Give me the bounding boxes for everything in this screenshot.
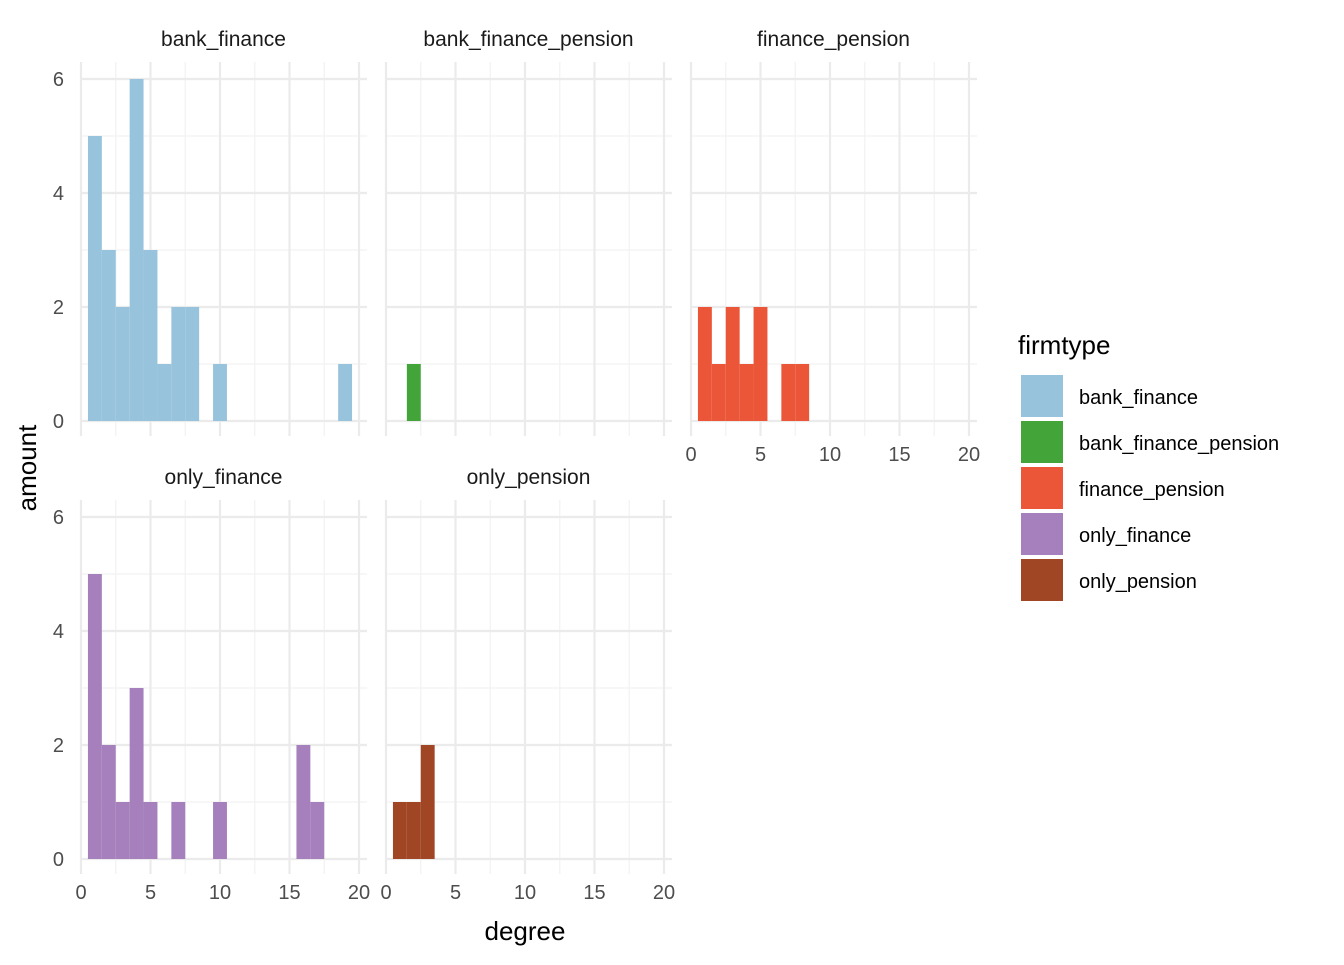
- x-tick-label: 20: [958, 444, 980, 466]
- facet-strip-title: bank_finance_pension: [423, 28, 633, 51]
- histogram-bar: [143, 250, 158, 421]
- histogram-bar: [392, 802, 407, 859]
- x-tick-label: 15: [888, 444, 910, 466]
- histogram-bar: [725, 307, 740, 421]
- facet-panel-bank_finance_pension: bank_finance_pension: [384, 28, 672, 436]
- x-tick-label: 15: [278, 882, 300, 904]
- histogram-bar: [171, 802, 186, 859]
- x-axis-title: degree: [485, 916, 566, 946]
- facet-strip-title: bank_finance: [161, 28, 286, 51]
- histogram-bar: [781, 364, 796, 421]
- x-tick-label: 20: [348, 882, 370, 904]
- facet-strip-title: finance_pension: [757, 28, 910, 51]
- legend-swatch: [1021, 421, 1063, 463]
- x-tick-label: 20: [653, 882, 675, 904]
- histogram-bar: [213, 802, 227, 859]
- legend-swatch: [1021, 467, 1063, 509]
- x-tick-label: 10: [514, 882, 536, 904]
- x-tick-label: 5: [145, 882, 156, 904]
- x-tick-label: 10: [209, 882, 231, 904]
- x-tick-label: 15: [583, 882, 605, 904]
- histogram-bar: [338, 364, 353, 421]
- facet-strip-title: only_finance: [165, 466, 283, 489]
- y-tick-label: 6: [53, 507, 64, 529]
- y-tick-label: 0: [53, 849, 64, 871]
- legend-label: only_finance: [1079, 525, 1191, 547]
- histogram-bar: [115, 802, 130, 859]
- x-tick-label: 0: [685, 444, 696, 466]
- legend-label: only_pension: [1079, 571, 1197, 593]
- legend-swatch: [1021, 375, 1063, 417]
- facet-panel-bank_finance: bank_finance 0 2 4 6: [53, 28, 367, 436]
- histogram-bar: [87, 136, 102, 421]
- x-tick-label: 5: [450, 882, 461, 904]
- histogram-bar: [406, 802, 421, 859]
- facet-strip-title: only_pension: [467, 466, 591, 489]
- histogram-bar: [711, 364, 726, 421]
- histogram-bar: [296, 745, 311, 859]
- histogram-bar: [185, 307, 200, 421]
- legend-label: bank_finance_pension: [1079, 433, 1279, 455]
- legend: firmtype bank_finance bank_finance_pension…: [1018, 330, 1279, 601]
- legend-label: finance_pension: [1079, 479, 1225, 501]
- y-tick-label: 2: [53, 735, 64, 757]
- facet-panel-finance_pension: finance_pension 0 5 10 15 20: [685, 28, 980, 466]
- legend-swatch: [1021, 559, 1063, 601]
- histogram-bar: [171, 307, 186, 421]
- histogram-bar: [753, 307, 768, 421]
- histogram-bar: [697, 307, 712, 421]
- histogram-bar: [129, 688, 144, 859]
- y-tick-label: 4: [53, 621, 64, 643]
- x-tick-label: 10: [819, 444, 841, 466]
- legend-label: bank_finance: [1079, 387, 1198, 409]
- legend-swatch: [1021, 513, 1063, 555]
- histogram-bar: [101, 745, 116, 859]
- histogram-bar: [406, 364, 421, 421]
- y-tick-label: 0: [53, 411, 64, 433]
- histogram-bar: [129, 79, 144, 421]
- histogram-bar: [115, 307, 130, 421]
- histogram-bar: [157, 364, 172, 421]
- x-tick-label: 5: [755, 444, 766, 466]
- y-tick-label: 2: [53, 297, 64, 319]
- histogram-bar: [87, 574, 102, 859]
- histogram-bar: [739, 364, 754, 421]
- facet-panel-only_finance: only_finance 0 2 4 6 0 5 10 15 20: [53, 466, 370, 904]
- histogram-bar: [420, 745, 435, 859]
- y-tick-label: 4: [53, 183, 64, 205]
- histogram-bar: [213, 364, 227, 421]
- histogram-bar: [101, 250, 116, 421]
- x-tick-label: 0: [75, 882, 86, 904]
- x-tick-label: 0: [380, 882, 391, 904]
- histogram-bar: [143, 802, 158, 859]
- y-tick-label: 6: [53, 69, 64, 91]
- histogram-bar: [310, 802, 325, 859]
- legend-title: firmtype: [1018, 330, 1110, 360]
- histogram-bar: [795, 364, 810, 421]
- y-axis-title: amount: [12, 424, 42, 511]
- facet-panel-only_pension: only_pension 0 5 10 15 20: [380, 466, 675, 904]
